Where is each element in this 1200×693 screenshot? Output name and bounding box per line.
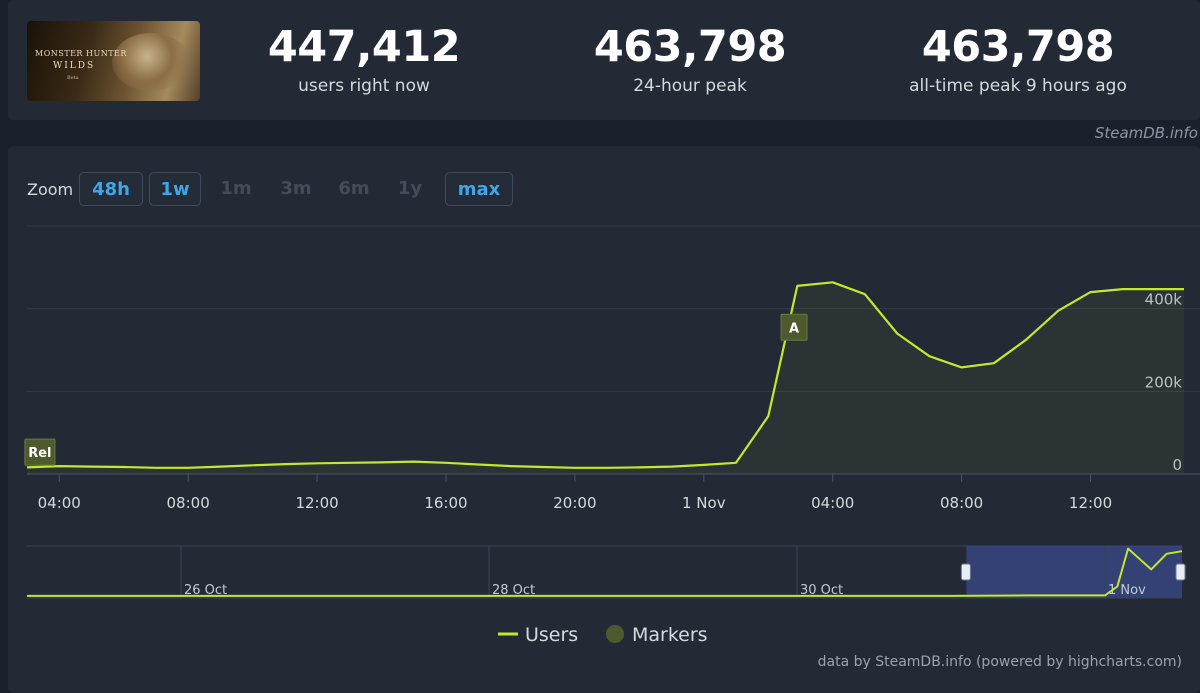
marker-label: A — [789, 321, 799, 336]
users-series-line[interactable] — [26, 281, 1184, 469]
navigator-series-line — [27, 547, 1183, 597]
y-tick-label: 200k — [1145, 373, 1183, 391]
y-tick-label: 400k — [1145, 291, 1183, 309]
game-logo-title: MONSTER HUNTER — [35, 49, 127, 58]
x-tick-label: 12:00 — [1069, 494, 1112, 512]
navigator-tick-label: 30 Oct — [800, 583, 843, 598]
navigator-tick-label: 1 Nov — [1108, 583, 1146, 598]
stat-label: users right now — [298, 76, 430, 96]
zoom-3m-button[interactable]: 3m — [280, 178, 312, 199]
x-tick-label: 08:00 — [167, 494, 210, 512]
x-tick-label: 16:00 — [424, 494, 467, 512]
game-cover-image[interactable]: MONSTER HUNTER WILDS Beta — [27, 21, 200, 101]
stat-value: 447,412 — [267, 22, 461, 72]
stats-panel: MONSTER HUNTER WILDS Beta 447,412 users … — [8, 0, 1200, 120]
game-logo-small: Beta — [67, 75, 79, 81]
x-tick-label: 12:00 — [295, 494, 338, 512]
stat-label: 24-hour peak — [633, 76, 747, 96]
stat-all-time-peak: 463,798 all-time peak 9 hours ago — [902, 22, 1134, 97]
legend-markers-swatch — [606, 625, 624, 643]
legend-markers-label[interactable]: Markers — [632, 624, 708, 646]
navigator-tick-label: 26 Oct — [184, 583, 227, 598]
zoom-1w-button[interactable]: 1w — [149, 172, 201, 206]
navigator-left-handle[interactable] — [960, 563, 971, 581]
navigator-right-handle[interactable] — [1175, 563, 1186, 581]
y-tick-label: 0 — [1172, 456, 1182, 474]
x-tick-label: 04:00 — [38, 494, 81, 512]
navigator-tick-label: 28 Oct — [492, 583, 535, 598]
stat-24h-peak: 463,798 24-hour peak — [584, 22, 796, 97]
x-tick-label: 20:00 — [553, 494, 596, 512]
player-count-chart[interactable]: 0 200k 400k 04:00 08:00 12:00 16:00 20:00 1 Nov 0… — [8, 146, 1200, 693]
highcharts-credit[interactable]: data by SteamDB.info (powered by highcha… — [817, 654, 1182, 670]
x-tick-label: 04:00 — [811, 494, 854, 512]
stat-value: 463,798 — [921, 22, 1115, 72]
steamdb-credit[interactable]: SteamDB.info — [1094, 124, 1198, 142]
zoom-label: Zoom — [27, 180, 74, 199]
marker-label: Rel — [28, 446, 51, 461]
stat-value: 463,798 — [593, 22, 787, 72]
zoom-6m-button[interactable]: 6m — [338, 178, 370, 199]
series-area — [27, 282, 1184, 474]
marker-flag[interactable] — [24, 438, 56, 466]
zoom-48h-button[interactable]: 48h — [79, 172, 143, 206]
stat-current-users: 447,412 users right now — [266, 22, 462, 97]
legend-users-label[interactable]: Users — [525, 624, 578, 646]
game-logo-subtitle: WILDS — [53, 61, 96, 71]
x-tick-label: 1 Nov — [682, 494, 726, 512]
marker-flag[interactable] — [780, 313, 808, 341]
x-tick-label: 08:00 — [940, 494, 983, 512]
monster-artwork — [112, 33, 190, 91]
stat-label: all-time peak 9 hours ago — [909, 76, 1127, 96]
zoom-max-button[interactable]: max — [445, 172, 513, 206]
zoom-1y-button[interactable]: 1y — [397, 178, 423, 199]
navigator-selection[interactable] — [966, 546, 1182, 598]
zoom-1m-button[interactable]: 1m — [220, 178, 252, 199]
